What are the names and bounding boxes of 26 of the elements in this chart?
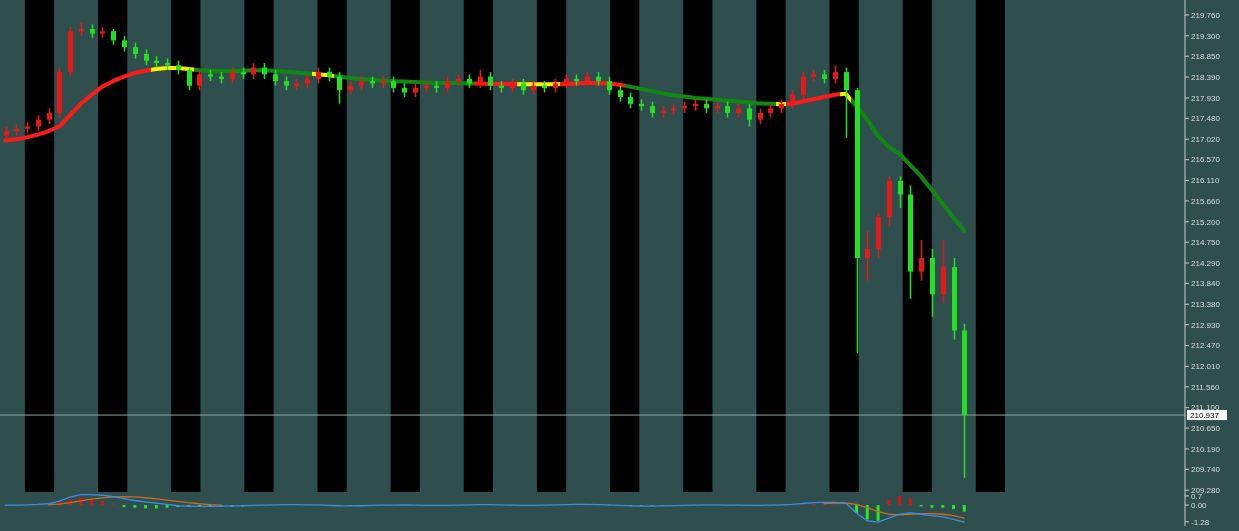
y-tick-label: 218.390 xyxy=(1191,72,1221,82)
y-tick-label: 218.850 xyxy=(1191,52,1221,62)
y-tick-label: 215.660 xyxy=(1191,196,1221,206)
y-tick-label: 212.930 xyxy=(1191,320,1221,330)
y-tick-label: 0.00 xyxy=(1191,500,1208,510)
y-tick-label: 213.380 xyxy=(1191,300,1221,310)
y-tick-label: 217.480 xyxy=(1191,114,1221,124)
y-tick-label: 211.100 xyxy=(1191,403,1220,413)
y-tick-label: 210.190 xyxy=(1191,444,1221,454)
y-tick-label: 217.930 xyxy=(1191,93,1221,103)
y-tick-label: 219.760 xyxy=(1191,10,1221,20)
y-tick-label: 214.750 xyxy=(1191,237,1221,247)
y-tick-label: 217.020 xyxy=(1191,135,1221,145)
y-tick-label: 210.650 xyxy=(1191,423,1221,433)
y-tick-label: 216.570 xyxy=(1191,155,1221,165)
y-tick-label: 212.010 xyxy=(1191,362,1221,372)
y-tick-label: 211.560 xyxy=(1191,382,1220,392)
y-tick-label: -1.28 xyxy=(1191,517,1210,527)
y-tick-label: 214.290 xyxy=(1191,258,1221,268)
y-tick-label: 213.840 xyxy=(1191,279,1221,289)
y-tick-label: 209.740 xyxy=(1191,465,1221,475)
y-tick-label: 215.200 xyxy=(1191,217,1221,227)
ref-line-label: 210.937 xyxy=(1190,411,1220,421)
y-tick-label: 212.470 xyxy=(1191,341,1221,351)
y-tick-label: 216.110 xyxy=(1191,176,1220,186)
y-tick-label: 219.300 xyxy=(1191,31,1221,41)
